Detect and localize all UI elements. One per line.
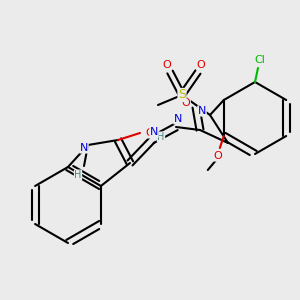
Text: N: N [198,106,206,116]
Text: O: O [146,128,154,138]
Text: S: S [178,88,186,101]
Text: O: O [163,60,171,70]
Text: N: N [150,127,158,137]
Text: O: O [213,151,222,161]
Text: Cl: Cl [255,55,266,65]
Text: O: O [182,98,190,108]
Text: O: O [196,60,206,70]
Text: H: H [157,132,165,142]
Text: N: N [174,114,182,124]
Text: H: H [74,170,82,180]
Text: N: N [80,143,88,153]
